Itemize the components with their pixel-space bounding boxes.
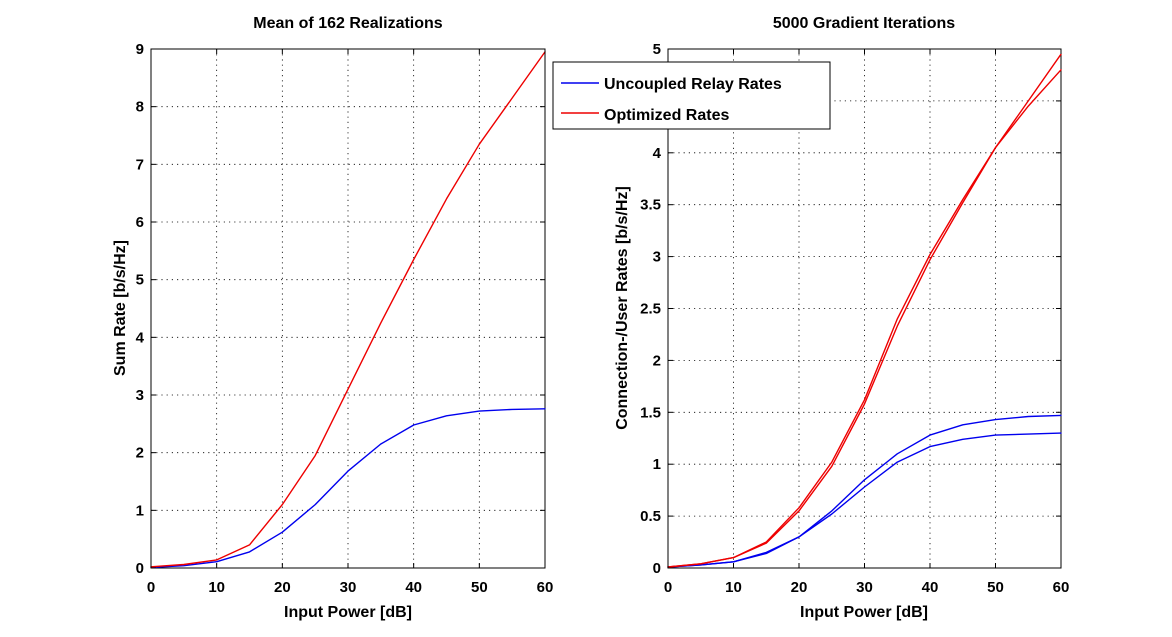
plot-left-ytick-label-1: 1 (136, 502, 144, 519)
plot-left-xtick-label-6: 60 (537, 579, 554, 596)
plot-right-ytick-label-10: 5 (653, 41, 661, 58)
plot-right-ytick-label-1: 0.5 (640, 508, 661, 525)
legend-entry-optimized: Optimized Rates (604, 107, 729, 124)
legend-box (552, 61, 831, 130)
plot-right-ytick-label-3: 1.5 (640, 404, 661, 421)
plot-right-series-line-3 (667, 69, 1062, 568)
plot-right-xtick-label-3: 30 (856, 579, 873, 596)
legend-entry-uncoupled: Uncoupled Relay Rates (604, 76, 782, 93)
plot-left-xtick-label-1: 10 (208, 579, 225, 596)
plot-left-xtick-label-2: 20 (274, 579, 291, 596)
plot-right-xtick-label-0: 0 (664, 579, 672, 596)
plot-right-ytick-label-6: 3 (653, 249, 661, 266)
plot-right-ytick-label-2: 1 (653, 456, 661, 473)
plot-left-series (150, 51, 546, 569)
plot-left-xtick-label-0: 0 (147, 579, 155, 596)
plot-left-ylabel: Sum Rate [b/s/Hz] (112, 240, 129, 376)
plot-left-axes-frame (150, 48, 546, 569)
plot-left-ytick-label-0: 0 (136, 560, 144, 577)
plot-left-ytick-label-5: 5 (136, 272, 144, 289)
plot-right-ytick-label-0: 0 (653, 560, 661, 577)
plot-right-ytick-label-5: 2.5 (640, 301, 661, 318)
plot-left-xlabel: Input Power [dB] (284, 604, 412, 621)
plot-left-xtick-label-5: 50 (471, 579, 488, 596)
legend: Uncoupled Relay Rates Optimized Rates (552, 61, 831, 130)
plot-left-xtick-label-3: 30 (340, 579, 357, 596)
plot-left-title: Mean of 162 Realizations (253, 15, 442, 32)
plot-left-ytick-label-6: 6 (136, 214, 144, 231)
plot-right-xtick-label-6: 60 (1053, 579, 1070, 596)
plot-right-grid (668, 49, 1061, 568)
plot-right-xtick-label-5: 50 (987, 579, 1004, 596)
plot-left-ticks: 0 10 20 30 40 50 60 0 1 2 3 4 5 6 7 8 9 (136, 41, 554, 596)
plot-left-ytick-label-9: 9 (136, 41, 144, 58)
plot-left-xtick-label-4: 40 (405, 579, 422, 596)
plot-left-ytick-label-7: 7 (136, 156, 144, 173)
plot-left-grid (151, 49, 545, 568)
plot-right-series (667, 53, 1062, 568)
plot-right-xtick-label-2: 20 (791, 579, 808, 596)
plot-right-xtick-label-1: 10 (725, 579, 742, 596)
plot-left-ytick-label-4: 4 (136, 329, 145, 346)
plot-left-series-line-1 (150, 51, 546, 568)
plot-left-series-line-0 (150, 408, 546, 569)
plot-right-title: 5000 Gradient Iterations (773, 15, 955, 32)
plot-right-ytick-label-8: 4 (653, 145, 662, 162)
plot-left-ytick-label-3: 3 (136, 387, 144, 404)
plot-right-ytick-label-7: 3.5 (640, 197, 661, 214)
plot-left-ytick-label-2: 2 (136, 445, 144, 462)
plot-right-ytick-label-4: 2 (653, 352, 661, 369)
plot-left-ytick-label-8: 8 (136, 99, 144, 116)
plot-left: 0 10 20 30 40 50 60 0 1 2 3 4 5 6 7 8 9 Mean of 162 Real… (112, 15, 553, 621)
plot-right-ylabel: Connection-/User Rates [b/s/Hz] (614, 186, 631, 430)
plot-right-xlabel: Input Power [dB] (800, 604, 928, 621)
plot-right-xtick-label-4: 40 (922, 579, 939, 596)
plot-right-series-line-1 (667, 432, 1062, 568)
